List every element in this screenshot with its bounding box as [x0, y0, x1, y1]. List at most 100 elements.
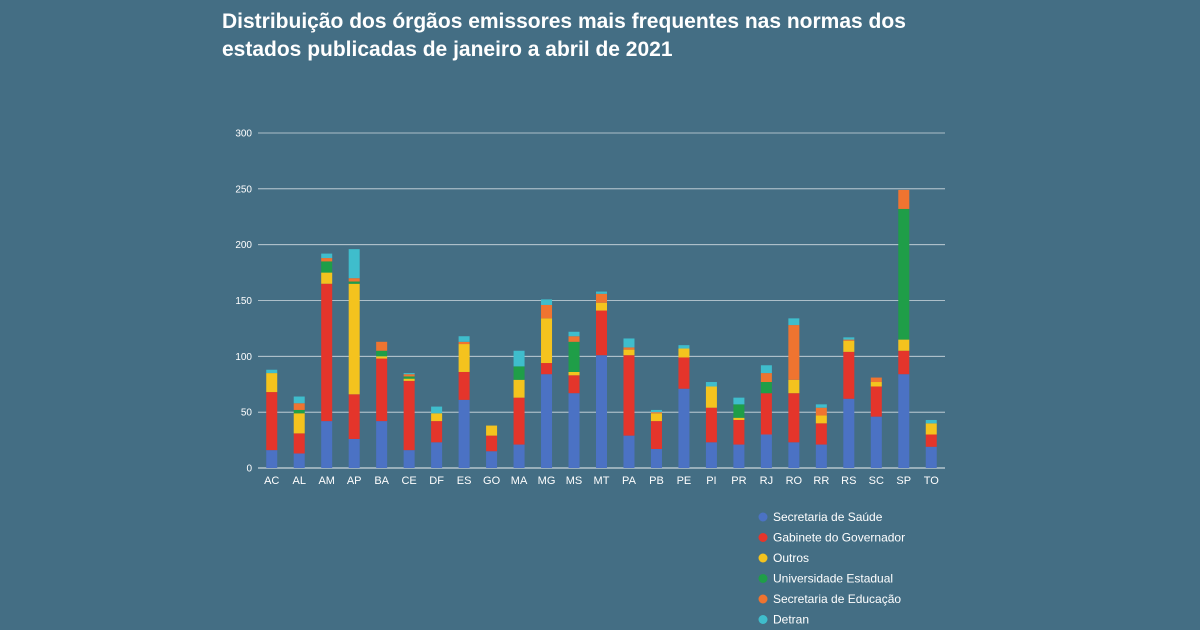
bar-segment: [486, 451, 498, 468]
bar-segment: [293, 409, 305, 414]
bar-segment: [568, 336, 580, 342]
x-tick-label: TO: [924, 475, 940, 487]
legend-label: Gabinete do Governador: [773, 531, 905, 545]
bar-segment: [266, 392, 278, 451]
x-tick-label: ES: [457, 475, 472, 487]
bar-segment: [458, 371, 470, 400]
legend-marker: [758, 615, 768, 624]
bar-segment: [623, 435, 635, 468]
bar-segment: [568, 371, 580, 376]
bar-segment: [705, 442, 717, 468]
bar-segment: [321, 272, 333, 284]
bar-segment: [293, 433, 305, 454]
x-tick-label: RR: [813, 475, 829, 487]
y-tick-label: 0: [246, 464, 252, 475]
legend-label: Universidade Estadual: [773, 572, 893, 586]
x-tick-label: RO: [786, 475, 803, 487]
bar-segment: [925, 434, 937, 447]
x-tick-label: MA: [511, 475, 528, 487]
bar-segment: [431, 413, 443, 422]
bar-segment: [788, 325, 800, 380]
bar-segment: [513, 350, 525, 367]
bar-segment: [705, 382, 717, 387]
bar-segment: [321, 253, 333, 259]
bar-segment: [293, 403, 305, 410]
bar-segment: [678, 348, 690, 358]
bar-segment: [815, 415, 827, 424]
bar-segment: [596, 302, 607, 311]
bar-segment: [788, 318, 800, 326]
bar-segment: [870, 416, 882, 468]
bar-segment: [815, 444, 827, 468]
bar-segment: [623, 349, 635, 356]
bar-segment: [623, 347, 635, 350]
bar-segment: [541, 374, 553, 468]
bar-segment: [733, 417, 745, 420]
bar-segment: [925, 419, 937, 424]
bar-segment: [650, 449, 662, 468]
bar-segment: [733, 419, 745, 445]
bar-segment: [678, 357, 690, 389]
bar-segment: [293, 396, 305, 404]
y-tick-label: 200: [235, 240, 252, 251]
bar-segment: [568, 393, 580, 468]
x-tick-label: AL: [292, 475, 305, 487]
bar-segment: [650, 413, 662, 422]
bar-segment: [788, 379, 800, 394]
legend-marker: [758, 594, 768, 604]
bar-segment: [760, 373, 772, 383]
x-tick-label: AC: [264, 475, 279, 487]
bar-segment: [403, 374, 415, 377]
bar-segment: [898, 339, 910, 351]
bar-segment: [266, 450, 278, 468]
bar-segment: [376, 358, 388, 422]
y-tick-label: 150: [235, 296, 252, 307]
y-tick-label: 100: [235, 352, 252, 363]
bar-segment: [596, 355, 607, 468]
bar-segment: [843, 337, 855, 340]
x-tick-label: MG: [538, 475, 556, 487]
legend: Secretaria de Saúde Gabinete do Governado…: [758, 510, 905, 627]
bar-segment: [898, 189, 910, 209]
bar-segment: [705, 386, 717, 408]
bar-segment: [486, 425, 498, 436]
bar-segment: [376, 421, 388, 468]
x-tick-label: SP: [896, 475, 911, 487]
bar-segment: [266, 373, 278, 393]
bar-segment: [513, 379, 525, 398]
bar-segment: [376, 350, 388, 357]
x-tick-label: SC: [869, 475, 884, 487]
legend-label: Secretaria de Educação: [773, 592, 901, 606]
legend-label: Detran: [773, 613, 809, 627]
bar-segment: [513, 366, 525, 380]
bar-segment: [458, 336, 470, 342]
bar-segment: [541, 318, 553, 364]
bar-segment: [705, 407, 717, 443]
x-tick-label: RJ: [760, 475, 773, 487]
bar-segment: [513, 444, 525, 468]
bars: [266, 189, 937, 468]
bar-segment: [321, 261, 333, 273]
bar-segment: [760, 434, 772, 468]
bar-segment: [568, 331, 580, 337]
bar-segment: [348, 278, 360, 282]
x-tick-label: RS: [841, 475, 856, 487]
bar-segment: [650, 409, 662, 413]
bar-segment: [788, 393, 800, 443]
bar-segment: [925, 423, 937, 435]
x-tick-label: AP: [347, 475, 362, 487]
gridlines: [258, 132, 945, 469]
bar-segment: [760, 393, 772, 435]
bar-segment: [541, 304, 553, 319]
bar-segment: [650, 421, 662, 450]
chart-title: Distribuição dos órgãos emissores mais f…: [222, 10, 906, 61]
bar-segment: [596, 291, 607, 294]
x-axis-ticks: AC AL AM AP BA CE DF ES GO MA MG MS MT PA PB PE PI PR RJ RO…: [264, 475, 939, 487]
bar-segment: [843, 339, 855, 341]
bar-segment: [898, 208, 910, 340]
bar-segment: [458, 344, 470, 372]
x-tick-label: DF: [429, 475, 444, 487]
bar-segment: [815, 423, 827, 445]
bar-segment: [266, 369, 278, 374]
